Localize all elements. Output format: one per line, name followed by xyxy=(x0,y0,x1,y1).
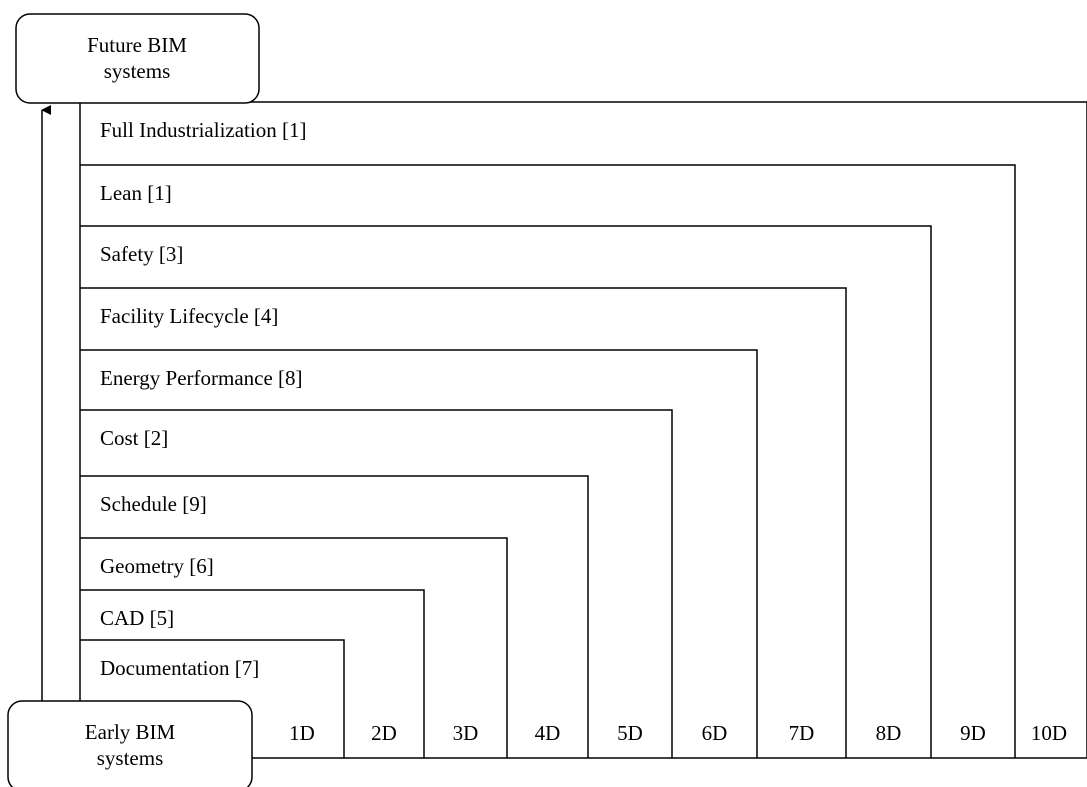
dimension-label: 8D xyxy=(876,721,902,745)
layer-label: Lean [1] xyxy=(100,181,172,205)
layer-outline xyxy=(80,288,846,758)
future-bim-line2: systems xyxy=(104,59,171,83)
layer-label: CAD [5] xyxy=(100,606,174,630)
dimension-label: 5D xyxy=(617,721,643,745)
layer-7d: Facility Lifecycle [4] 7D xyxy=(80,288,846,758)
dimension-label: 3D xyxy=(453,721,479,745)
dimension-layers: Documentation [7] 1D CAD [5] 2D Geometry [6]… xyxy=(80,102,1087,758)
future-bim-line1: Future BIM xyxy=(87,33,187,57)
layer-label: Documentation [7] xyxy=(100,656,259,680)
early-bim-line1: Early BIM xyxy=(85,720,176,744)
early-bim-line2: systems xyxy=(97,746,164,770)
dimension-label: 7D xyxy=(789,721,815,745)
dimension-label: 6D xyxy=(702,721,728,745)
layer-label: Safety [3] xyxy=(100,242,183,266)
layer-label: Full Industrialization [1] xyxy=(100,118,306,142)
future-bim-systems-node: Future BIM systems xyxy=(16,14,259,103)
dimension-label: 4D xyxy=(535,721,561,745)
dimension-label: 10D xyxy=(1031,721,1067,745)
dimension-label: 1D xyxy=(289,721,315,745)
dimension-label: 2D xyxy=(371,721,397,745)
early-bim-systems-node: Early BIM systems xyxy=(8,701,252,787)
layer-label: Geometry [6] xyxy=(100,554,214,578)
layer-label: Facility Lifecycle [4] xyxy=(100,304,278,328)
layer-label: Energy Performance [8] xyxy=(100,366,303,390)
layer-label: Cost [2] xyxy=(100,426,168,450)
dimension-label: 9D xyxy=(960,721,986,745)
layer-label: Schedule [9] xyxy=(100,492,207,516)
